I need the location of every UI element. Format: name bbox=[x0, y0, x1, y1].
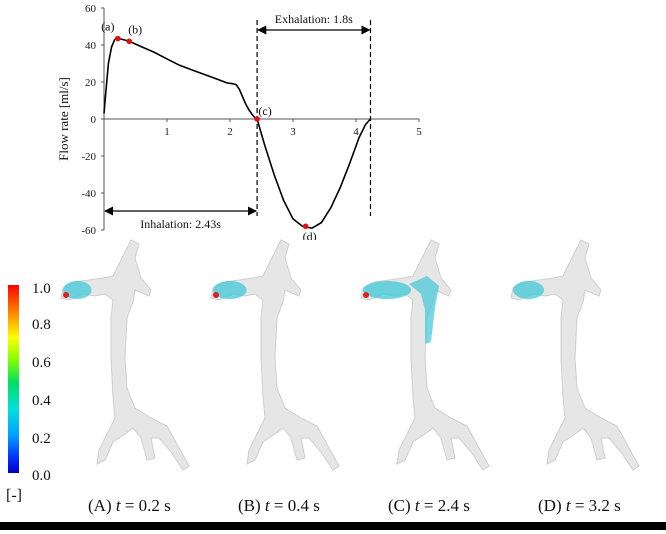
point-label: (d) bbox=[303, 229, 317, 240]
colorbar-label: 0.2 bbox=[32, 431, 51, 447]
high-concentration-spot bbox=[213, 292, 219, 298]
x-tick-label: 2 bbox=[227, 126, 233, 138]
simulation-panels: (A) t = 0.2 s (B) t = 0.4 s (C) t = 2.4 … bbox=[0, 238, 666, 528]
bottom-rule bbox=[0, 522, 666, 530]
data-point bbox=[126, 38, 132, 45]
inhalation-label: Inhalation: 2.43s bbox=[140, 217, 221, 231]
x-tick-label: 4 bbox=[353, 126, 359, 138]
y-tick-label: -40 bbox=[81, 188, 96, 200]
panel-a bbox=[55, 238, 205, 483]
data-point bbox=[302, 223, 309, 230]
caption-a: (A) t = 0.2 s bbox=[88, 496, 171, 515]
particle-cloud bbox=[363, 281, 411, 299]
data-point bbox=[115, 35, 121, 42]
y-tick-label: 60 bbox=[85, 3, 97, 15]
x-tick-label: 1 bbox=[164, 126, 170, 138]
y-tick-label: 0 bbox=[91, 114, 97, 126]
colorbar-label: 0.6 bbox=[32, 355, 51, 371]
y-tick-label: -60 bbox=[81, 225, 96, 237]
airway-model bbox=[360, 239, 490, 471]
airway-image-a bbox=[60, 239, 190, 471]
airway-model bbox=[210, 239, 340, 471]
caption-c: (C) t = 2.4 s bbox=[388, 496, 470, 515]
colorbar-label: 0.0 bbox=[32, 468, 51, 484]
particle-trail bbox=[409, 276, 439, 344]
flow-chart-svg: 60 40 20 0 -20 -40 -60 1 2 3 4 5 Flow rate [ml/s] Exh… bbox=[56, 3, 422, 240]
caption-b: (B) t = 0.4 s bbox=[238, 496, 320, 515]
colorbar-label: 1.0 bbox=[32, 281, 51, 297]
x-tick-label: 3 bbox=[290, 126, 296, 138]
point-label: (b) bbox=[128, 22, 142, 36]
flow-rate-chart: 60 40 20 0 -20 -40 -60 1 2 3 4 5 Flow rate [ml/s] Exh… bbox=[0, 0, 666, 240]
particle-cloud bbox=[513, 281, 545, 299]
exhalation-label: Exhalation: 1.8s bbox=[275, 12, 353, 26]
airway-image-b bbox=[210, 239, 340, 471]
airway-image-c bbox=[360, 239, 490, 471]
colorbar-label: 0.8 bbox=[32, 317, 51, 333]
y-tick-label: -20 bbox=[81, 151, 96, 163]
flow-curve bbox=[103, 37, 372, 230]
panel-c bbox=[355, 238, 505, 483]
point-label: (c) bbox=[258, 104, 271, 118]
point-label: (a) bbox=[101, 20, 114, 34]
high-concentration-spot bbox=[363, 292, 369, 298]
airway-model bbox=[60, 239, 190, 471]
colorbar-label: 0.4 bbox=[32, 393, 51, 409]
colorbar bbox=[8, 285, 19, 473]
colorbar-unit: [-] bbox=[6, 487, 22, 504]
y-tick-label: 40 bbox=[85, 40, 97, 52]
panel-d bbox=[505, 238, 655, 483]
airway-image-d bbox=[510, 239, 640, 471]
airway-model bbox=[510, 239, 640, 471]
y-axis-title: Flow rate [ml/s] bbox=[56, 77, 71, 161]
x-tick-label: 5 bbox=[416, 126, 422, 138]
panel-b bbox=[205, 238, 355, 483]
data-point bbox=[254, 116, 260, 122]
caption-d: (D) t = 3.2 s bbox=[538, 496, 621, 515]
y-tick-label: 20 bbox=[85, 77, 97, 89]
particle-cloud bbox=[63, 281, 92, 299]
particle-cloud bbox=[213, 281, 247, 299]
high-concentration-spot bbox=[63, 292, 69, 298]
